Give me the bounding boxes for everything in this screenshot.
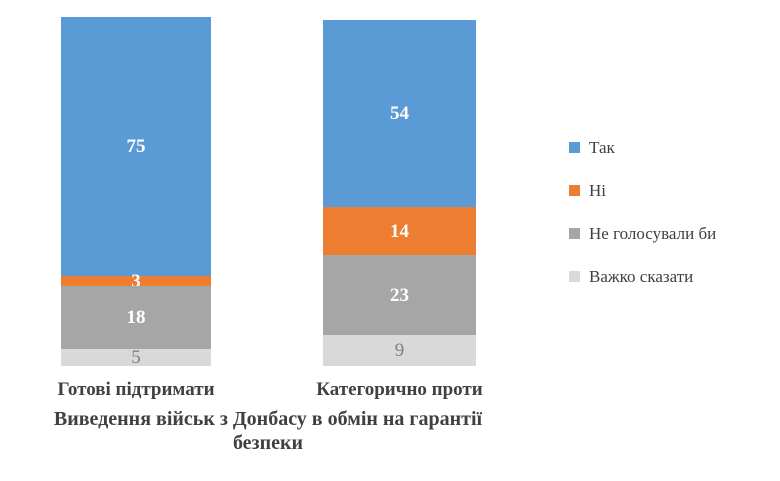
bar-2-segment-4: 9 [323,334,476,366]
bar-2-segment-1: 54 [323,20,476,207]
bar-1-segment-4: 5 [61,346,211,368]
legend-item-3: Не голосували би [569,223,717,243]
value-label: 3 [131,270,141,292]
value-label: 18 [126,307,146,329]
bar-1-segment-3: 18 [61,286,211,349]
chart-title: Виведення військ з Донбасу в обмін на га… [53,408,483,454]
bar-2-segment-3: 23 [323,255,476,335]
value-label: 54 [390,102,409,124]
bar-1-segment-1: 75 [61,16,211,277]
legend-label: Так [589,137,615,157]
legend-item-4: Важко сказати [569,266,716,286]
legend-color-swatch [569,141,580,153]
category-label-1: Готові підтримати [57,379,215,400]
legend-label: Ні [589,180,606,200]
legend-color-swatch [569,184,580,196]
value-label: 5 [131,346,141,368]
stacked-bar-2: 54 14 23 9 [323,20,476,366]
value-label: 9 [394,339,405,361]
legend-item-1: Так [569,137,716,157]
legend-label: Не голосували би [589,223,717,243]
value-label: 23 [390,284,409,306]
category-label-2: Категорично проти [316,379,483,400]
value-label: 75 [126,135,146,157]
bar-2-segment-2: 14 [323,206,476,256]
bar-1-segment-2: 3 [61,272,211,291]
legend-color-swatch [569,227,580,239]
legend-item-2: Ні [569,180,716,200]
value-label: 14 [390,220,409,242]
legend-label: Важко сказати [589,266,694,286]
stacked-bar-1: 75 3 18 5 [61,16,211,368]
legend: Так Ні Не голосували би Важко сказати [569,137,717,313]
legend-color-swatch [569,270,580,282]
